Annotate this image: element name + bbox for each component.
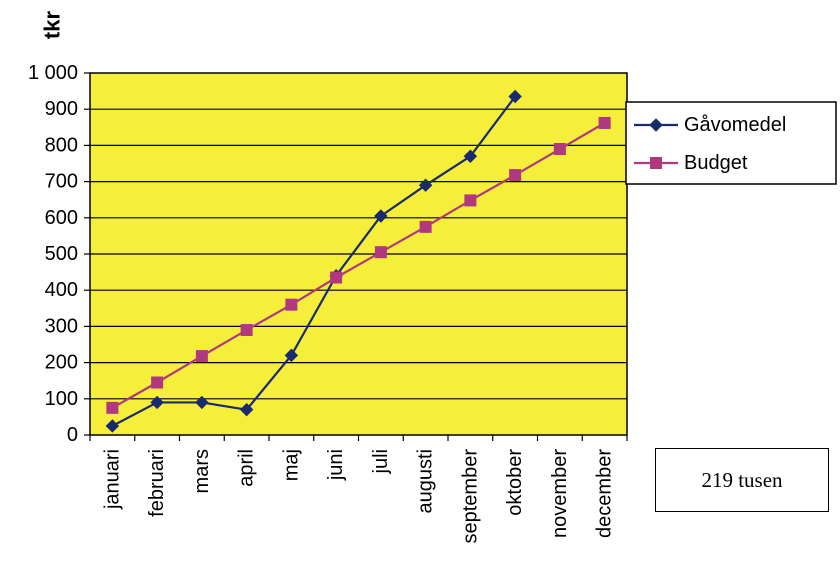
x-tick-label: augusti xyxy=(415,449,437,514)
legend-label: Gåvomedel xyxy=(684,114,786,136)
series-lines xyxy=(111,95,606,427)
square-marker xyxy=(598,116,611,129)
x-tick-label: juli xyxy=(370,449,392,474)
y-tick-label: 400 xyxy=(45,279,78,301)
square-marker xyxy=(509,169,522,182)
diamond-marker xyxy=(463,149,478,163)
annotation-text: 219 tusen xyxy=(701,467,783,492)
x-tick-label: juni xyxy=(325,449,347,481)
x-tick-label: mars xyxy=(191,449,213,493)
square-marker xyxy=(374,246,387,259)
square-marker xyxy=(553,143,566,156)
diamond-marker xyxy=(418,178,433,192)
diamond-marker xyxy=(105,419,120,433)
square-marker xyxy=(419,220,432,233)
y-tick-label: 700 xyxy=(45,171,78,193)
x-tick-label: februari xyxy=(146,449,168,517)
legend-label: Budget xyxy=(684,152,748,174)
square-marker xyxy=(285,298,298,311)
x-tick-label: april xyxy=(236,449,258,487)
y-axis-label: tkr xyxy=(40,11,65,40)
x-tick-label: december xyxy=(594,449,616,538)
y-tick-label: 600 xyxy=(45,207,78,229)
legend-diamond-marker xyxy=(649,118,663,132)
gridlines xyxy=(90,108,627,400)
square-marker xyxy=(240,324,253,337)
x-tick-label: november xyxy=(549,449,571,538)
legend-square-marker xyxy=(650,157,662,169)
annotation-box: 219 tusen xyxy=(655,448,829,512)
square-marker xyxy=(464,194,477,207)
y-tick-label: 1 000 xyxy=(28,62,78,84)
y-tick-label: 500 xyxy=(45,243,78,265)
diamond-marker xyxy=(150,395,164,410)
y-tick-label: 300 xyxy=(45,315,78,337)
y-tick-label: 0 xyxy=(67,424,78,446)
x-tick-label: oktober xyxy=(504,449,526,516)
diamond-marker xyxy=(195,395,209,410)
diamond-marker xyxy=(508,89,522,104)
x-tick-label: maj xyxy=(280,449,302,481)
y-tick-label: 200 xyxy=(45,352,78,374)
square-marker xyxy=(151,376,164,389)
diamond-marker xyxy=(239,402,254,417)
series-markers xyxy=(105,89,611,433)
diamond-marker xyxy=(374,209,388,223)
diamond-marker xyxy=(284,348,299,363)
legend-box xyxy=(625,101,837,185)
series-line xyxy=(111,95,517,427)
y-tick-label: 900 xyxy=(45,98,78,120)
y-tick-label: 100 xyxy=(45,388,78,410)
square-marker xyxy=(195,350,208,363)
square-marker xyxy=(106,401,119,414)
x-tick-label: januari xyxy=(101,449,123,510)
y-tick-label: 800 xyxy=(45,134,78,156)
square-marker xyxy=(330,271,343,284)
series-line xyxy=(111,122,606,409)
y-axis-ticks: 0 100 200 300 400 500 600 700 800 900 1 000 xyxy=(28,62,90,446)
x-tick-label: september xyxy=(459,449,481,544)
x-axis-ticks: januari februari mars april maj juni juli augus… xyxy=(89,435,628,544)
legend: Gåvomedel Budget xyxy=(634,114,786,174)
